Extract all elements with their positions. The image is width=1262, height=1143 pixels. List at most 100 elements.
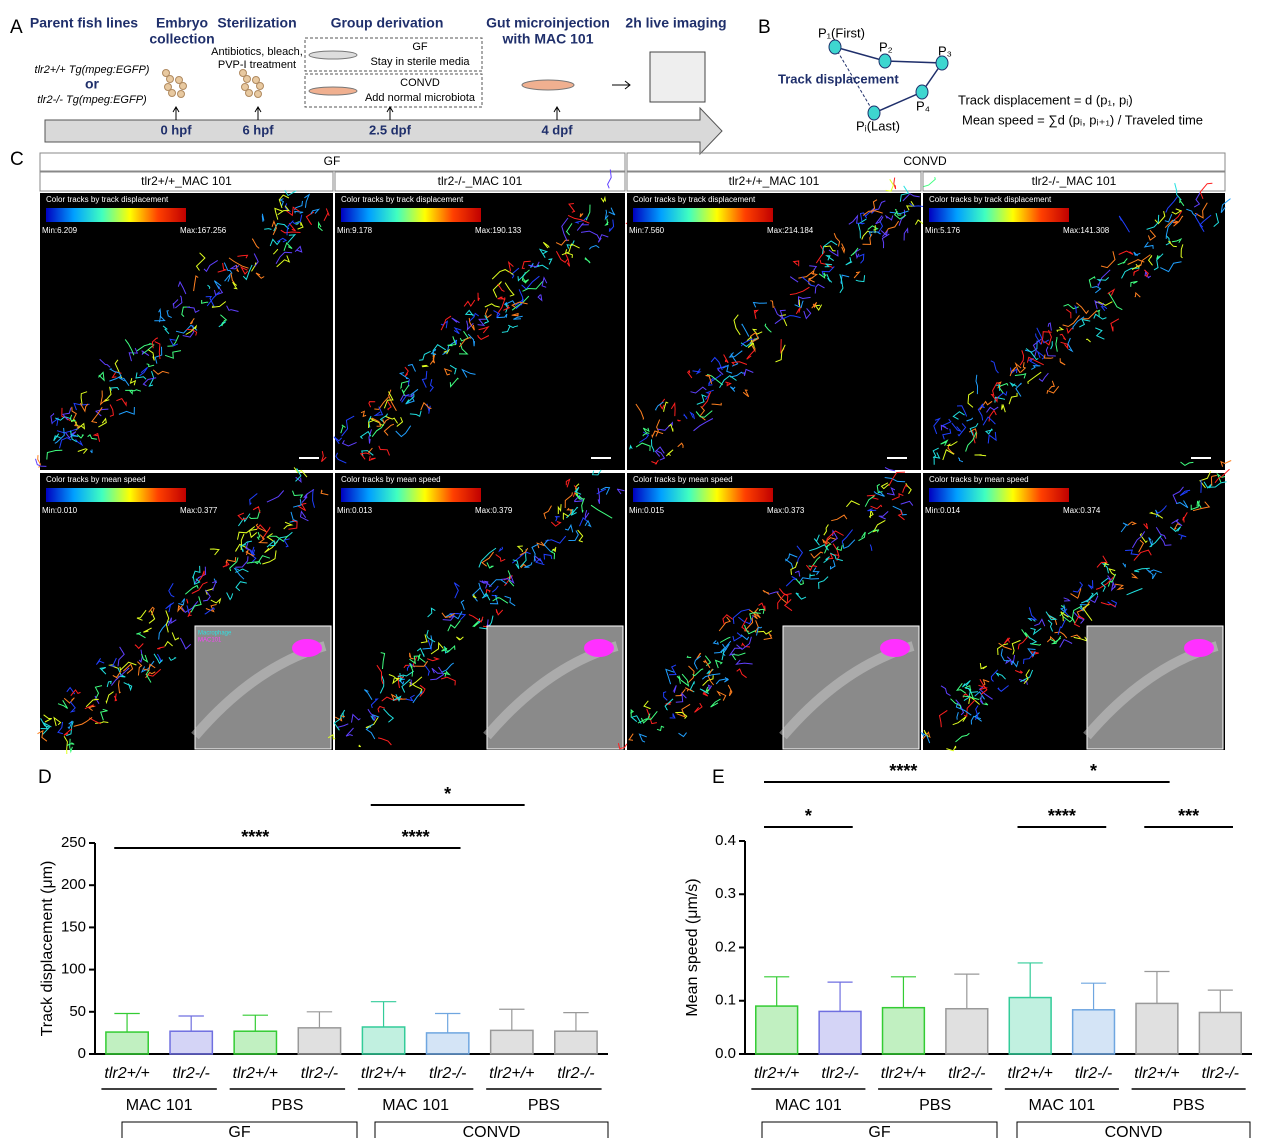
subgroup-label: PBS bbox=[1173, 1097, 1205, 1114]
track bbox=[894, 178, 896, 189]
note: Antibiotics, bleach, bbox=[211, 46, 303, 58]
step-title: collection bbox=[149, 31, 214, 47]
colorbar-title: Color tracks by track displacement bbox=[929, 195, 1052, 204]
colorbar-max: Max:190.133 bbox=[475, 226, 522, 235]
x-tick-label: tlr2-/- bbox=[429, 1065, 466, 1082]
error-bar bbox=[954, 974, 979, 1009]
colorbar-max: Max:0.374 bbox=[1063, 506, 1101, 515]
colorbar-title: Color tracks by track displacement bbox=[633, 195, 756, 204]
colorbar-max: Max:167.256 bbox=[180, 226, 227, 235]
point bbox=[829, 40, 841, 54]
group-label: CONVD bbox=[1105, 1124, 1163, 1138]
colorbar-max: Max:141.308 bbox=[1063, 226, 1110, 235]
colorbar bbox=[633, 488, 773, 502]
colorbar bbox=[341, 208, 481, 222]
y-tick-label: 0 bbox=[78, 1045, 86, 1062]
x-tick-label: tlr2-/- bbox=[1075, 1065, 1112, 1082]
embryo bbox=[257, 83, 264, 90]
group-label: GF bbox=[868, 1124, 890, 1138]
microscope bbox=[650, 52, 705, 102]
colorbar-title: Color tracks by track displacement bbox=[46, 195, 169, 204]
colorbar-title: Color tracks by mean speed bbox=[341, 475, 441, 484]
colorbar-max: Max:214.184 bbox=[767, 226, 814, 235]
error-bar bbox=[563, 1013, 588, 1032]
tick-arrow bbox=[255, 107, 261, 120]
bar bbox=[819, 1011, 861, 1054]
timepoint: 6 hpf bbox=[242, 122, 274, 137]
y-tick-label: 0.3 bbox=[715, 885, 736, 902]
error-bar bbox=[1208, 990, 1233, 1012]
track bbox=[264, 229, 271, 230]
column-header: tlr2-/-_MAC 101 bbox=[1032, 174, 1117, 188]
y-axis-label: Mean speed (μm/s) bbox=[684, 878, 701, 1016]
formula: Track displacement = d (p₁, pᵢ) bbox=[958, 92, 1133, 107]
colorbar bbox=[633, 208, 773, 222]
colorbar-title: Color tracks by mean speed bbox=[929, 475, 1029, 484]
error-bar bbox=[114, 1013, 139, 1032]
inset-label: MAC101 bbox=[198, 638, 222, 644]
x-tick-label: tlr2-/- bbox=[1202, 1065, 1239, 1082]
colorbar-title: Color tracks by mean speed bbox=[46, 475, 146, 484]
bar bbox=[427, 1033, 469, 1054]
fish-icon bbox=[309, 87, 357, 95]
y-tick-label: 50 bbox=[69, 1003, 86, 1020]
bar bbox=[756, 1006, 798, 1054]
panel-letter: B bbox=[758, 17, 771, 38]
panel-letter: C bbox=[10, 149, 24, 170]
fish-icon bbox=[522, 80, 574, 90]
colorbar bbox=[341, 488, 481, 502]
embryo bbox=[167, 76, 174, 83]
x-tick-label: tlr2+/+ bbox=[1008, 1065, 1053, 1082]
column-header: tlr2-/-_MAC 101 bbox=[438, 174, 523, 188]
bar bbox=[106, 1032, 148, 1054]
x-tick-label: tlr2+/+ bbox=[489, 1065, 534, 1082]
error-bar bbox=[499, 1009, 524, 1030]
x-tick-label: tlr2-/- bbox=[948, 1065, 985, 1082]
column-header: tlr2+/+_MAC 101 bbox=[141, 174, 232, 188]
panel-letter: A bbox=[10, 17, 23, 38]
error-bar bbox=[828, 982, 853, 1011]
group-note: Add normal microbiota bbox=[365, 92, 476, 104]
mac101 bbox=[292, 639, 322, 657]
timepoint: 2.5 dpf bbox=[369, 122, 412, 137]
error-bar bbox=[243, 1015, 268, 1031]
arrow bbox=[612, 81, 630, 89]
point-label: P₁(First) bbox=[818, 25, 865, 40]
group-header: CONVD bbox=[903, 154, 947, 168]
x-tick-label: tlr2-/- bbox=[173, 1065, 210, 1082]
colorbar-min: Min:0.013 bbox=[337, 506, 373, 515]
colorbar-min: Min:9.178 bbox=[337, 226, 373, 235]
track bbox=[422, 365, 428, 366]
subgroup-label: PBS bbox=[919, 1097, 951, 1114]
bar bbox=[170, 1031, 212, 1054]
note: PVP-I treatment bbox=[218, 59, 296, 71]
x-tick-label: tlr2+/+ bbox=[104, 1065, 149, 1082]
significance-label: **** bbox=[889, 761, 917, 781]
x-tick-label: tlr2+/+ bbox=[1134, 1065, 1179, 1082]
point-label: Pᵢ(Last) bbox=[856, 118, 900, 133]
y-tick-label: 0.2 bbox=[715, 938, 736, 955]
y-axis-label: Track displacement (μm) bbox=[39, 861, 56, 1037]
bar bbox=[362, 1027, 404, 1054]
bar bbox=[946, 1009, 988, 1054]
colorbar bbox=[929, 488, 1069, 502]
embryo bbox=[246, 90, 253, 97]
mac101 bbox=[880, 639, 910, 657]
colorbar-min: Min:7.560 bbox=[629, 226, 665, 235]
y-tick-label: 200 bbox=[61, 876, 86, 893]
bar bbox=[298, 1028, 340, 1054]
track bbox=[799, 300, 800, 307]
point-label: P₄ bbox=[916, 98, 930, 113]
step-title: with MAC 101 bbox=[501, 31, 593, 47]
step-title: Parent fish lines bbox=[30, 15, 138, 31]
timepoint: 4 dpf bbox=[541, 122, 573, 137]
bar bbox=[1073, 1010, 1115, 1054]
mac101 bbox=[584, 639, 614, 657]
colorbar-max: Max:0.379 bbox=[475, 506, 513, 515]
point bbox=[879, 54, 891, 68]
group-name: GF bbox=[412, 41, 428, 53]
colorbar-max: Max:0.377 bbox=[180, 506, 218, 515]
bar bbox=[1009, 998, 1051, 1054]
tick-arrow bbox=[387, 107, 393, 120]
embryo bbox=[255, 91, 262, 98]
